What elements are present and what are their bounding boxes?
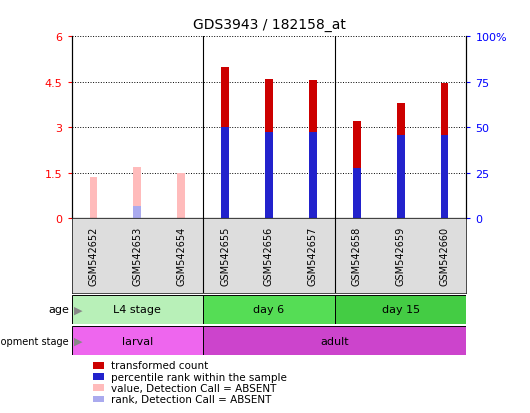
Text: GSM542657: GSM542657 [308,226,318,286]
Text: day 6: day 6 [253,305,285,315]
Bar [396,135,404,219]
Bar [309,81,317,219]
Bar [440,135,448,219]
Bar [90,178,98,219]
Bar [221,128,229,219]
Text: adult: adult [321,336,349,346]
Bar [396,104,404,219]
Text: development stage: development stage [0,336,69,346]
Bar [203,326,466,355]
Bar [265,80,273,219]
Text: percentile rank within the sample: percentile rank within the sample [111,372,287,382]
Text: ▶: ▶ [74,336,83,346]
Bar [353,169,361,219]
Bar [72,326,203,355]
Text: GSM542660: GSM542660 [439,227,449,285]
Bar [221,67,229,219]
Bar [134,167,142,219]
Text: L4 stage: L4 stage [113,305,161,315]
Text: age: age [48,305,69,315]
Title: GDS3943 / 182158_at: GDS3943 / 182158_at [192,18,346,32]
Text: ▶: ▶ [74,305,83,315]
Text: GSM542654: GSM542654 [176,226,186,286]
Bar [177,173,185,219]
Bar [353,122,361,219]
Bar [309,133,317,219]
Text: GSM542653: GSM542653 [132,226,143,286]
Text: GSM542658: GSM542658 [352,226,361,286]
Bar [265,133,273,219]
Bar [440,84,448,219]
Text: GSM542656: GSM542656 [264,226,274,286]
Bar [134,207,142,219]
Bar [177,218,185,219]
Bar [72,295,203,324]
Text: larval: larval [122,336,153,346]
Bar [335,295,466,324]
Text: GSM542652: GSM542652 [89,226,99,286]
Text: value, Detection Call = ABSENT: value, Detection Call = ABSENT [111,383,276,393]
Bar [90,218,98,219]
Text: GSM542659: GSM542659 [395,226,405,286]
Text: day 15: day 15 [382,305,420,315]
Text: transformed count: transformed count [111,361,208,370]
Bar [203,295,335,324]
Text: rank, Detection Call = ABSENT: rank, Detection Call = ABSENT [111,394,271,404]
Text: GSM542655: GSM542655 [220,226,230,286]
